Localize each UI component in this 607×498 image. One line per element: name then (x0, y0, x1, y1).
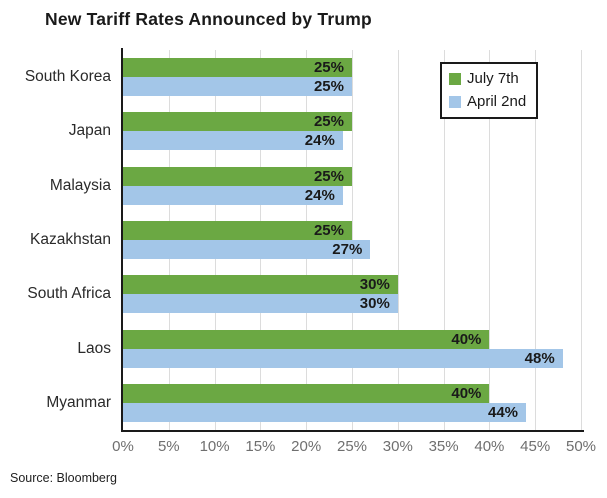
legend: July 7th April 2nd (440, 62, 539, 119)
bar-south-africa-july-7th: 30% (123, 275, 398, 295)
bar-value-label: 24% (304, 132, 335, 150)
x-tick-label-20pct: 20% (291, 438, 322, 455)
gridline (535, 50, 537, 430)
legend-item-april-2nd: April 2nd (449, 93, 526, 110)
x-tick-label-25pct: 25% (336, 438, 368, 455)
x-tick-label-15pct: 15% (245, 438, 276, 455)
bar-value-label: 25% (313, 113, 344, 131)
x-tick-label-5pct: 5% (157, 438, 180, 455)
legend-label-april-2nd: April 2nd (467, 93, 527, 110)
bar-value-label: 25% (313, 59, 344, 77)
legend-swatch-july-7th (449, 72, 461, 85)
x-axis-line (121, 430, 584, 432)
legend-item-july-7th: July 7th (449, 70, 526, 87)
bar-myanmar-july-7th: 40% (123, 383, 490, 403)
gridline (443, 50, 445, 430)
bar-south-korea-april-2nd: 25% (123, 77, 352, 97)
bar-value-label: 44% (488, 403, 519, 421)
category-label-myanmar: Myanmar (46, 393, 111, 411)
x-tick-label-45pct: 45% (520, 438, 551, 455)
bar-kazakhstan-july-7th: 25% (123, 221, 352, 240)
x-tick-label-30pct: 30% (382, 438, 413, 455)
bar-malaysia-april-2nd: 24% (123, 185, 343, 205)
legend-label-july-7th: July 7th (467, 70, 519, 87)
category-label-laos: Laos (77, 339, 111, 357)
plot-area: 25% 25% 25% 24% 25% 24% 25% 27% 30% 30% 40% 48% 40% 4… (123, 50, 582, 430)
gridline (489, 50, 491, 430)
category-label-south-korea: South Korea (24, 68, 111, 86)
gridline (397, 50, 399, 430)
bar-value-label: 25% (313, 78, 344, 96)
bar-value-label: 25% (313, 222, 344, 239)
bar-myanmar-april-2nd: 44% (123, 402, 527, 422)
bar-laos-july-7th: 40% (123, 329, 490, 349)
bar-value-label: 40% (451, 330, 482, 348)
bar-south-korea-july-7th: 25% (123, 58, 352, 78)
bar-laos-april-2nd: 48% (123, 348, 563, 368)
bar-value-label: 24% (304, 186, 335, 204)
x-tick-label-10pct: 10% (199, 438, 230, 455)
legend-swatch-april-2nd (449, 95, 461, 108)
bar-japan-april-2nd: 24% (123, 131, 343, 151)
bar-value-label: 30% (359, 295, 390, 313)
x-tick-label-40pct: 40% (474, 438, 505, 455)
bar-value-label: 25% (313, 167, 344, 185)
x-tick-label-35pct: 35% (428, 438, 459, 455)
bar-kazakhstan-april-2nd: 27% (123, 240, 371, 259)
y-axis-line (121, 48, 123, 432)
bar-value-label: 40% (451, 384, 482, 402)
category-label-malaysia: Malaysia (49, 176, 111, 194)
bar-japan-july-7th: 25% (123, 112, 352, 132)
source-note: Source: Bloomberg (10, 471, 118, 485)
bar-value-label: 30% (359, 276, 390, 294)
bar-south-africa-april-2nd: 30% (123, 294, 398, 314)
category-label-kazakhstan: Kazakhstan (30, 231, 111, 248)
category-label-south-africa: South Africa (27, 285, 111, 303)
x-axis-tick-labels: 0% 5% 10% 15% 20% 25% 30% 35% 40% 45% 50% (112, 438, 596, 458)
gridline (581, 50, 582, 430)
x-tick-label-0pct: 0% (112, 438, 134, 455)
bar-value-label: 48% (524, 349, 555, 367)
category-label-japan: Japan (68, 122, 111, 140)
category-axis-labels: South Korea Japan Malaysia Kazakhstan South … (0, 50, 111, 430)
bar-value-label: 27% (332, 241, 363, 258)
chart-title: New Tariff Rates Announced by Trump (45, 9, 372, 29)
x-tick-label-50pct: 50% (565, 438, 597, 455)
bar-malaysia-july-7th: 25% (123, 166, 352, 186)
